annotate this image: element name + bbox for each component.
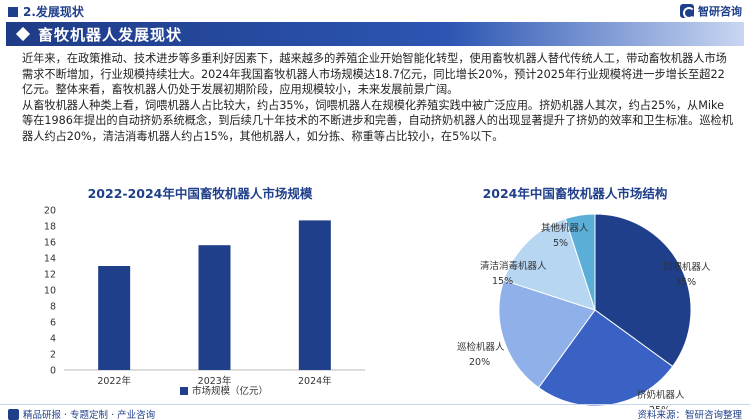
- bar-chart: 2022-2024年中国畜牧机器人市场规模 0 2 4 6 8 10 12 14 16 18 20 2…: [20, 183, 380, 403]
- pie-slice-label: 饲喂机器人: [663, 261, 711, 273]
- bar: [298, 220, 331, 370]
- page-title: 畜牧机器人发展现状: [38, 25, 183, 44]
- pie-slice-value: 20%: [469, 357, 490, 368]
- section-label: 2.发展现状: [23, 5, 84, 19]
- paragraph-2: 从畜牧机器人种类上看，饲喂机器人占比较大，约占35%，饲喂机器人在规模化养殖实践…: [22, 98, 733, 143]
- pie-slice-value: 15%: [492, 276, 513, 287]
- y-tick-label: 8: [50, 302, 56, 313]
- y-tick-label: 4: [50, 334, 56, 345]
- y-tick-label: 20: [44, 206, 56, 217]
- bar-chart-title: 2022-2024年中国畜牧机器人市场规模: [87, 186, 313, 201]
- y-tick-label: 2: [50, 350, 56, 361]
- x-tick-label: 2023年: [198, 375, 232, 387]
- title-bar: 畜牧机器人发展现状: [6, 22, 744, 46]
- pie-chart-title: 2024年中国畜牧机器人市场结构: [482, 186, 668, 201]
- section-marker-icon: [8, 6, 18, 17]
- pie-slice-value: 35%: [675, 277, 696, 288]
- top-bar: 2.发展现状 智研咨询: [0, 0, 750, 22]
- pie-slice-value: 5%: [553, 238, 568, 249]
- footer-source: 资料来源：智研咨询整理: [637, 410, 742, 420]
- paragraph-1: 近年来，在政策推动、技术进步等多重利好因素下，越来越多的养殖企业开始智能化转型，…: [22, 52, 727, 97]
- pie-chart-svg: 饲喂机器人35%挤奶机器人25%巡检机器人20%清洁消毒机器人15%其他机器人5…: [457, 213, 711, 416]
- bar: [98, 266, 131, 370]
- pie-slice: [564, 213, 596, 311]
- body-text: 近年来，在政策推动、技术进步等多重利好因素下，越来越多的养殖企业开始智能化转型，…: [22, 51, 734, 145]
- pie-slice-label: 清洁消毒机器人: [480, 260, 547, 272]
- footer-tagline: 精品研报 · 专题定制 · 产业咨询: [23, 410, 156, 420]
- section-indicator: 2.发展现状: [8, 3, 84, 20]
- pie-slice-label: 巡检机器人: [457, 341, 505, 353]
- bar: [198, 245, 231, 370]
- footer-logo-icon: [8, 408, 19, 420]
- footer-left: 精品研报 · 专题定制 · 产业咨询: [8, 407, 155, 420]
- pie-chart: 2024年中国畜牧机器人市场结构 饲喂机器人35%挤奶机器人25%巡检机器人20…: [405, 183, 745, 416]
- y-tick-label: 16: [44, 238, 56, 249]
- y-tick-label: 6: [50, 318, 56, 329]
- brand-name: 智研咨询: [698, 5, 742, 18]
- pie-slice: [498, 279, 596, 389]
- diamond-icon: [15, 26, 31, 42]
- y-tick-label: 14: [44, 254, 56, 265]
- footer: 精品研报 · 专题定制 · 产业咨询 资料来源：智研咨询整理: [0, 404, 750, 420]
- x-tick-label: 2022年: [97, 375, 131, 387]
- legend-swatch: [180, 387, 188, 395]
- legend-label: 市场规模（亿元）: [192, 385, 268, 397]
- pie-slice-label: 挤奶机器人: [637, 389, 685, 401]
- pie-slice-label: 其他机器人: [541, 222, 589, 234]
- pie-slice: [503, 218, 596, 311]
- y-tick-label: 12: [44, 270, 56, 281]
- y-tick-label: 0: [50, 366, 56, 377]
- y-tick-label: 18: [44, 222, 56, 233]
- pie-slice: [594, 213, 692, 368]
- x-tick-label: 2024年: [298, 375, 332, 387]
- y-tick-label: 10: [44, 286, 56, 297]
- brand: 智研咨询: [680, 3, 742, 19]
- brand-logo-icon: [680, 4, 695, 19]
